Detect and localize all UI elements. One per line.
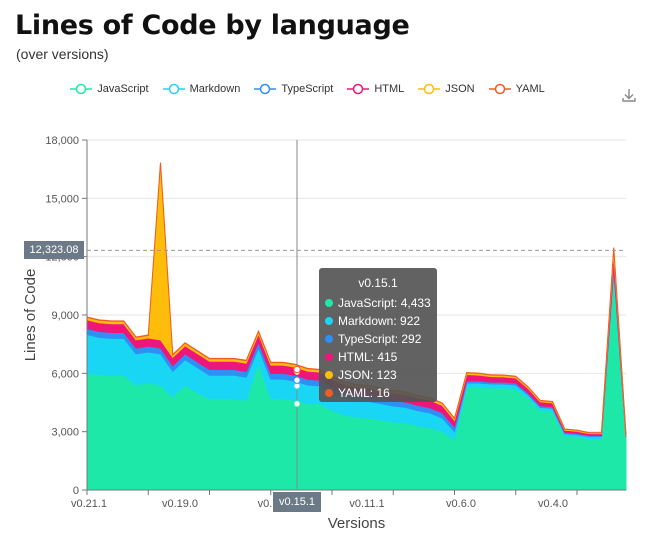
y-axis-title: Lines of Code xyxy=(22,269,39,362)
series-area-yaml xyxy=(86,162,627,436)
tooltip-row: HTML: 415 xyxy=(319,348,437,366)
legend-label: TypeScript xyxy=(281,83,334,95)
y-tick-label: 18,000 xyxy=(45,135,79,147)
x-tick-label: v0.11.1 xyxy=(349,498,384,510)
legend-label: Markdown xyxy=(189,83,241,95)
tooltip-row: TypeScript: 292 xyxy=(319,330,437,348)
tooltip-dot-icon xyxy=(325,335,333,343)
chart-subtitle: (over versions) xyxy=(16,46,109,62)
tooltip-row-label: Markdown: 922 xyxy=(338,314,421,328)
legend-label: JavaScript xyxy=(97,83,149,95)
download-icon[interactable] xyxy=(620,86,638,104)
legend-item-typescript[interactable]: TypeScript xyxy=(254,83,333,95)
chart-title: Lines of Code by language xyxy=(15,10,410,41)
tooltip-dot-icon xyxy=(325,353,333,361)
legend-label: HTML xyxy=(374,83,405,95)
highlight-point xyxy=(293,365,301,374)
x-tick-label: v0.4.0 xyxy=(538,498,568,510)
tooltip-row: YAML: 16 xyxy=(319,384,437,402)
tooltip-row-label: YAML: 16 xyxy=(338,386,390,400)
crosshair-y-label: 12,323.08 xyxy=(24,241,84,259)
legend-marker-icon xyxy=(488,83,511,95)
chart-legend: JavaScript Markdown TypeScript HTML JSON YAML xyxy=(0,83,655,95)
legend-label: JSON xyxy=(445,83,475,95)
tooltip-row: Markdown: 922 xyxy=(319,312,437,330)
legend-marker-icon xyxy=(347,83,370,95)
y-tick-label: 0 xyxy=(73,485,79,497)
highlight-point xyxy=(293,400,301,408)
legend-item-markdown[interactable]: Markdown xyxy=(162,83,241,95)
highlight-point xyxy=(293,376,301,384)
legend-marker-icon xyxy=(162,83,185,95)
tooltip-row: JavaScript: 4,433 xyxy=(319,294,437,312)
legend-item-yaml[interactable]: YAML xyxy=(488,83,545,95)
x-axis-title: Versions xyxy=(328,515,386,532)
legend-marker-icon xyxy=(418,83,441,95)
tooltip-title: v0.15.1 xyxy=(358,276,398,290)
tooltip-row-label: JavaScript: 4,433 xyxy=(338,296,431,310)
y-tick-label: 6,000 xyxy=(51,368,79,380)
tooltip-row: JSON: 123 xyxy=(319,366,437,384)
legend-marker-icon xyxy=(254,83,277,95)
tooltip-dot-icon xyxy=(325,371,333,379)
tooltip-row-label: HTML: 415 xyxy=(338,350,398,364)
y-tick-label: 15,000 xyxy=(45,193,79,205)
legend-item-html[interactable]: HTML xyxy=(347,83,404,95)
chart-tooltip: v0.15.1 JavaScript: 4,433 Markdown: 922 Ty… xyxy=(319,268,437,402)
legend-label: YAML xyxy=(515,83,545,95)
x-tick-label: v0.21.1 xyxy=(71,498,107,510)
y-tick-label: 9,000 xyxy=(51,310,79,322)
tooltip-row-label: TypeScript: 292 xyxy=(338,332,422,346)
y-tick-label: 3,000 xyxy=(51,427,79,439)
tooltip-dot-icon xyxy=(325,389,333,397)
tooltip-dot-icon xyxy=(325,299,333,307)
x-tick-label: v0.19.0 xyxy=(162,498,198,510)
x-tick-label: v0.6.0 xyxy=(446,498,476,510)
legend-item-json[interactable]: JSON xyxy=(418,83,475,95)
tooltip-dot-icon xyxy=(325,317,333,325)
legend-marker-icon xyxy=(70,83,93,95)
tooltip-row-label: JSON: 123 xyxy=(338,368,397,382)
crosshair-x-label: v0.15.1 xyxy=(273,492,321,512)
legend-item-javascript[interactable]: JavaScript xyxy=(70,83,149,95)
